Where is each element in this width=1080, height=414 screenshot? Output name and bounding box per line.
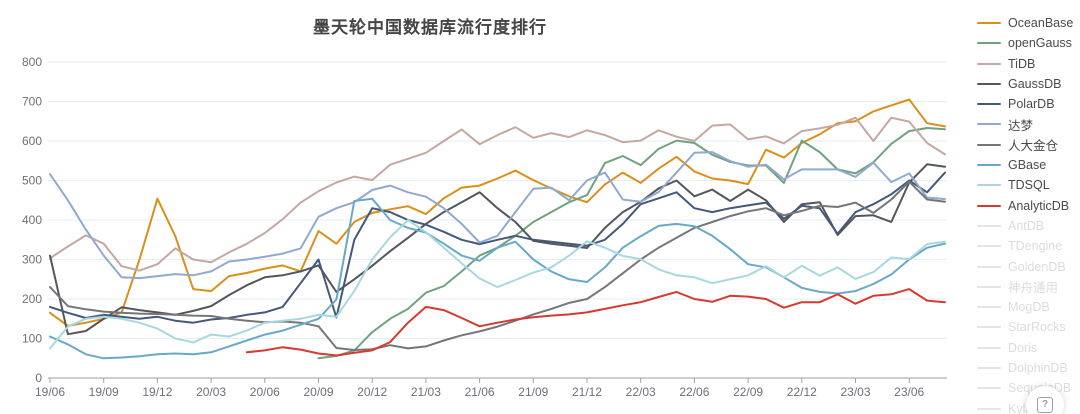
legend-item-openGauss[interactable]: openGauss — [977, 36, 1080, 50]
y-axis-label-800: 800 — [22, 55, 42, 69]
x-axis-label-22/12: 22/12 — [787, 385, 817, 399]
x-axis-label-21/09: 21/09 — [518, 385, 548, 399]
x-axis-label-20/12: 20/12 — [357, 385, 387, 399]
series-line-GaussDB[interactable] — [49, 163, 946, 336]
legend-line-swatch — [977, 224, 1001, 227]
legend-line-swatch — [977, 22, 1001, 24]
x-axis-label-21/03: 21/03 — [411, 385, 441, 399]
legend-line-swatch — [977, 367, 1001, 370]
legend-line-swatch — [977, 306, 1001, 309]
help-button[interactable]: ? — [1026, 386, 1064, 414]
y-axis-label-600: 600 — [22, 134, 42, 148]
legend-line-swatch — [977, 123, 1001, 126]
legend-item-OceanBase[interactable]: OceanBase — [977, 16, 1080, 30]
legend-item-神舟通用[interactable]: 神舟通用 — [977, 280, 1080, 296]
legend-line-swatch — [977, 82, 1001, 85]
legend-label: openGauss — [1008, 36, 1072, 51]
legend-label: PolarDB — [1008, 97, 1055, 112]
series-line-PolarDB[interactable] — [49, 171, 946, 324]
legend-item-AnalyticDB[interactable]: AnalyticDB — [977, 199, 1080, 213]
legend-label: TDSQL — [1008, 178, 1050, 193]
legend-line-swatch — [977, 103, 1001, 106]
y-axis-label-300: 300 — [22, 253, 42, 267]
legend-line-swatch — [977, 346, 1001, 349]
legend-label: TDengine — [1008, 239, 1063, 254]
legend-item-GaussDB[interactable]: GaussDB — [977, 77, 1080, 91]
y-axis-label-200: 200 — [22, 292, 42, 306]
x-axis-label-23/06: 23/06 — [894, 385, 924, 399]
legend-line-swatch — [977, 407, 1001, 410]
legend-line-swatch — [977, 62, 1001, 65]
chart-title: 墨天轮中国数据库流行度排行 — [313, 18, 547, 37]
series-line-GBase[interactable] — [49, 197, 946, 360]
legend-item-Doris[interactable]: Doris — [977, 341, 1080, 355]
legend-line-swatch — [977, 326, 1001, 329]
legend-line-swatch — [977, 387, 1001, 390]
legend-line-swatch — [977, 285, 1001, 288]
legend-line-swatch — [977, 143, 1001, 146]
legend-line-swatch — [977, 265, 1001, 268]
legend-label: GoldenDB — [1008, 259, 1066, 274]
y-axis-label-700: 700 — [22, 95, 42, 109]
legend-line-swatch — [977, 184, 1001, 187]
y-axis-label-400: 400 — [22, 213, 42, 227]
x-axis-label-20/06: 20/06 — [250, 385, 280, 399]
legend-label: DolphinDB — [1008, 361, 1068, 376]
y-axis-label-100: 100 — [22, 332, 42, 346]
legend-label: StarRocks — [1008, 320, 1066, 335]
legend-label: GBase — [1008, 158, 1047, 173]
series-line-TiDB[interactable] — [49, 116, 946, 272]
legend-label: TiDB — [1008, 56, 1036, 71]
x-axis-label-23/03: 23/03 — [840, 385, 870, 399]
legend-label: OceanBase — [1008, 16, 1074, 30]
x-axis-label-21/12: 21/12 — [572, 385, 602, 399]
legend-item-达梦[interactable]: 达梦 — [977, 117, 1080, 133]
legend-line-swatch — [977, 204, 1001, 207]
legend-item-TiDB[interactable]: TiDB — [977, 57, 1080, 71]
x-axis-label-22/09: 22/09 — [733, 385, 763, 399]
series-line-达梦[interactable] — [49, 151, 946, 280]
legend-item-TDSQL[interactable]: TDSQL — [977, 178, 1080, 192]
series-line-TDSQL[interactable] — [49, 219, 946, 350]
legend: OceanBase openGauss TiDB GaussDB PolarDB 达梦人大… — [977, 16, 1080, 414]
legend-label: 达梦 — [1008, 118, 1034, 133]
legend-item-人大金仓[interactable]: 人大金仓 — [977, 138, 1080, 154]
y-axis-label-0: 0 — [35, 371, 42, 385]
legend-item-TDengine[interactable]: TDengine — [977, 239, 1080, 253]
legend-item-AntDB[interactable]: AntDB — [977, 219, 1080, 233]
legend-item-GBase[interactable]: GBase — [977, 158, 1080, 172]
legend-line-swatch — [977, 164, 1001, 167]
legend-label: AntDB — [1008, 218, 1045, 233]
legend-item-DolphinDB[interactable]: DolphinDB — [977, 361, 1080, 375]
x-axis-label-19/09: 19/09 — [89, 385, 119, 399]
x-axis-label-19/12: 19/12 — [142, 385, 172, 399]
legend-item-StarRocks[interactable]: StarRocks — [977, 320, 1080, 334]
x-axis-label-20/09: 20/09 — [303, 385, 333, 399]
x-axis-label-22/03: 22/03 — [626, 385, 656, 399]
x-axis-label-21/06: 21/06 — [465, 385, 495, 399]
legend-line-swatch — [977, 245, 1001, 248]
legend-item-PolarDB[interactable]: PolarDB — [977, 97, 1080, 111]
x-axis-label-19/06: 19/06 — [35, 385, 65, 399]
series-line-AnalyticDB[interactable] — [245, 288, 946, 357]
y-axis-label-500: 500 — [22, 174, 42, 188]
question-icon: ? — [1037, 397, 1053, 413]
legend-label: 神舟通用 — [1008, 281, 1059, 296]
legend-label: Doris — [1008, 340, 1038, 355]
legend-item-GoldenDB[interactable]: GoldenDB — [977, 260, 1080, 274]
series-line-openGauss[interactable] — [317, 127, 946, 360]
series-line-OceanBase[interactable] — [49, 98, 946, 327]
legend-item-MogDB[interactable]: MogDB — [977, 300, 1080, 314]
x-axis-label-20/03: 20/03 — [196, 385, 226, 399]
legend-label: AnalyticDB — [1008, 198, 1070, 213]
legend-label: GaussDB — [1008, 76, 1062, 91]
legend-label: MogDB — [1008, 300, 1050, 315]
legend-line-swatch — [977, 42, 1001, 45]
series-line-人大金仓[interactable] — [49, 180, 946, 351]
x-axis-label-22/06: 22/06 — [679, 385, 709, 399]
legend-label: 人大金仓 — [1008, 139, 1059, 154]
